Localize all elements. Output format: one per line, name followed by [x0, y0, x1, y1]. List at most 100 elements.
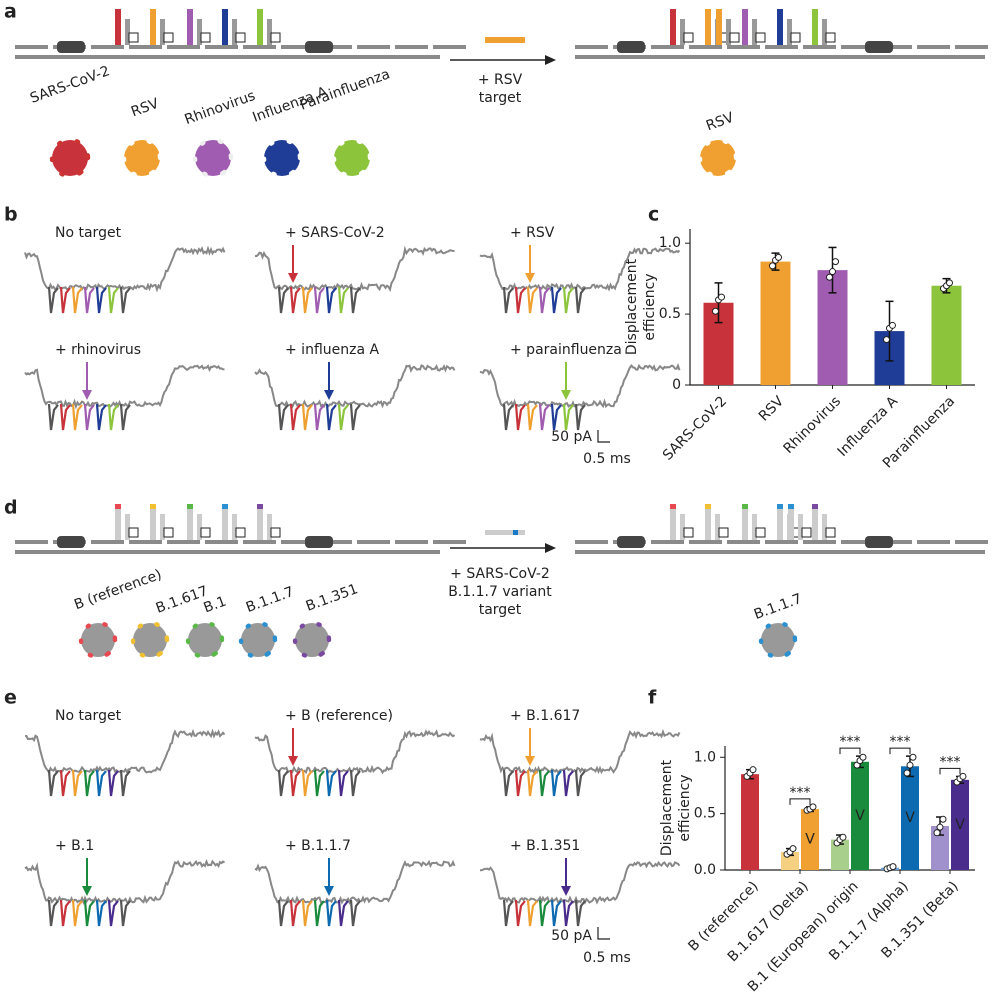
trace-dip [550, 286, 562, 314]
rail [167, 540, 200, 544]
virus-spike [130, 639, 136, 645]
box [270, 527, 281, 538]
flag [150, 9, 156, 45]
trace-dip [59, 899, 71, 927]
virus-spike [768, 653, 774, 658]
flag [150, 504, 156, 540]
y-axis-label: efficiency [642, 273, 658, 340]
flag [670, 9, 676, 45]
trace-dip [337, 899, 349, 927]
virus-spike [132, 172, 137, 177]
flag [222, 504, 228, 540]
flag [742, 9, 748, 45]
trace-dip [526, 899, 538, 927]
trace-dip [289, 286, 301, 314]
significance-bracket [839, 747, 861, 755]
stub [125, 19, 130, 45]
bar [851, 761, 869, 870]
arrow-head [545, 543, 556, 553]
virus-spike [112, 635, 118, 640]
panel-label: d [4, 497, 18, 519]
virus [334, 140, 370, 176]
cap [257, 504, 263, 509]
trace-dip [574, 286, 586, 314]
stub [267, 514, 272, 540]
significance-label: *** [840, 734, 861, 750]
trace-dip [95, 403, 107, 431]
data-point [889, 321, 896, 329]
virus [133, 623, 167, 657]
virus [241, 623, 275, 657]
arrow-head [324, 886, 334, 896]
cap [150, 504, 156, 509]
virus [761, 623, 795, 657]
virus-spike [262, 622, 267, 627]
virus-label: RSV [704, 110, 736, 135]
trace-dip [301, 899, 313, 927]
cap [670, 504, 676, 509]
virus-spike [137, 624, 142, 629]
cap [777, 504, 783, 509]
cap [187, 504, 193, 509]
trace-dip [107, 899, 119, 927]
rail [575, 45, 608, 49]
pill [305, 536, 333, 548]
rail [281, 540, 314, 544]
y-tick-label: 0.5 [659, 306, 681, 322]
bar-label: V [855, 808, 865, 824]
trace-dip [289, 769, 301, 797]
virus-spike [765, 624, 770, 629]
stub [680, 19, 685, 45]
arrow-head [525, 273, 535, 283]
rail [15, 550, 440, 554]
box [270, 32, 281, 43]
trace-dip [71, 403, 83, 431]
scale-bar [597, 927, 610, 940]
flag [812, 504, 818, 540]
virus-spike [331, 157, 337, 163]
virus-label: B.1.1.7 [752, 591, 804, 623]
panel-label: f [648, 687, 657, 709]
virus-spike [727, 169, 732, 175]
stub [822, 19, 827, 45]
virus-spike [367, 153, 373, 158]
stub [726, 19, 731, 45]
rail [319, 45, 352, 49]
trace-dip [277, 899, 289, 927]
rail [15, 540, 48, 544]
trace-dip [538, 286, 550, 314]
virus-spike [219, 635, 225, 640]
arrow-head [525, 756, 535, 766]
trace-dip [301, 769, 313, 797]
flag [742, 504, 748, 540]
data-point [769, 262, 776, 270]
trace-dip [47, 286, 59, 314]
flag [115, 9, 121, 45]
flag [777, 504, 783, 540]
stub [798, 514, 803, 540]
virus-spike [320, 650, 325, 656]
cap [222, 504, 228, 509]
virus-spike [238, 639, 244, 645]
trace [254, 859, 456, 906]
box [683, 32, 694, 43]
virus-spike [146, 139, 152, 144]
virus-spike [272, 635, 278, 640]
trace-dip [574, 403, 586, 431]
rail [281, 45, 314, 49]
arrow-head [324, 390, 334, 400]
scale-bar [597, 430, 610, 443]
virus-spike [195, 653, 201, 658]
rail [357, 45, 390, 49]
arrow-head [545, 55, 556, 65]
virus-spike [722, 139, 728, 144]
trace [24, 858, 226, 906]
trace-dip [107, 286, 119, 314]
rail [727, 540, 760, 544]
trace-dip [502, 286, 514, 314]
arrow-head [288, 273, 298, 283]
virus-label: B.1.1.7 [244, 584, 296, 616]
rail [879, 540, 912, 544]
cap [812, 504, 818, 509]
flag [257, 504, 263, 540]
